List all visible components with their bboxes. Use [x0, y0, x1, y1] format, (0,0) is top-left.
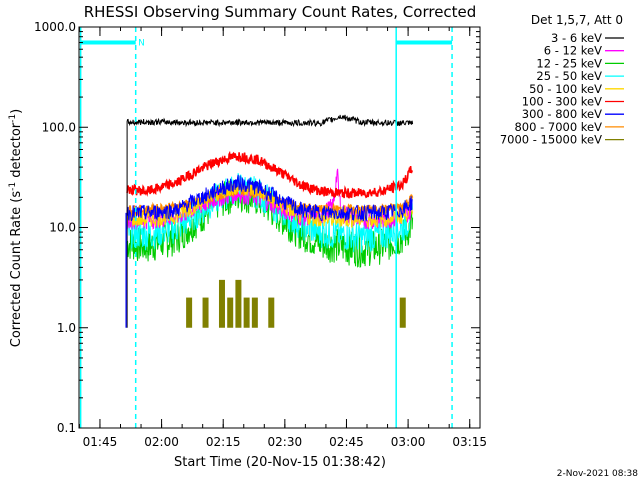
x-tick-label: 02:45 — [329, 435, 364, 449]
y-label-part2: detector — [9, 122, 24, 182]
legend-label: 7000 - 15000 keV — [500, 133, 602, 147]
legend-label: 800 - 7000 keV — [514, 120, 602, 134]
x-axis-label: Start Time (20-Nov-15 01:38:42) — [174, 455, 386, 470]
x-tick-label: 02:30 — [268, 435, 303, 449]
chart-title: RHESSI Observing Summary Count Rates, Co… — [84, 3, 477, 21]
x-tick-label: 01:45 — [83, 435, 118, 449]
legend-label: 6 - 12 keV — [544, 44, 602, 58]
legend-label: 300 - 800 keV — [522, 107, 602, 121]
legend-label: 50 - 100 keV — [529, 82, 602, 96]
y-tick-label: 100.0 — [42, 120, 76, 134]
legend-label: 25 - 50 keV — [536, 69, 602, 83]
footer-timestamp: 2-Nov-2021 08:38 — [557, 469, 639, 479]
y-label-part3: ) — [9, 109, 24, 114]
x-axis-ticks: 01:45 02:00 02:15 02:30 02:45 03:00 03:15 — [78, 27, 487, 449]
y-axis-ticks: 1000.0 100.0 10.0 1.0 0.1 — [34, 20, 480, 435]
series-line-3-6kev — [126, 114, 414, 328]
y-tick-label: 1.0 — [57, 321, 76, 335]
x-tick-label: 03:00 — [391, 435, 426, 449]
y-tick-label: 0.1 — [57, 421, 76, 435]
y-tick-label: 10.0 — [49, 221, 76, 235]
marker-layer: N — [79, 27, 453, 428]
legend-label: 3 - 6 keV — [551, 31, 602, 45]
legend-label: 12 - 25 keV — [536, 56, 602, 70]
y-label-sup1: -1 — [8, 182, 18, 191]
legend-label: 100 - 300 keV — [522, 95, 602, 109]
legend-title: Det 1,5,7, Att 0 — [531, 13, 623, 27]
x-tick-label: 03:15 — [452, 435, 487, 449]
x-tick-label: 02:15 — [206, 435, 241, 449]
x-tick-label: 02:00 — [144, 435, 179, 449]
series-line-300-800kev — [126, 174, 413, 222]
y-label-part1: Corrected Count Rate (s — [9, 191, 24, 348]
y-axis-label: Corrected Count Rate (s-1 detector-1) — [8, 109, 24, 347]
y-label-sup2: -1 — [8, 114, 18, 123]
series-layer — [125, 114, 414, 328]
series-line-100-300kev — [126, 150, 413, 199]
y-tick-label: 1000.0 — [34, 20, 76, 34]
annotation-label: N — [138, 38, 145, 48]
